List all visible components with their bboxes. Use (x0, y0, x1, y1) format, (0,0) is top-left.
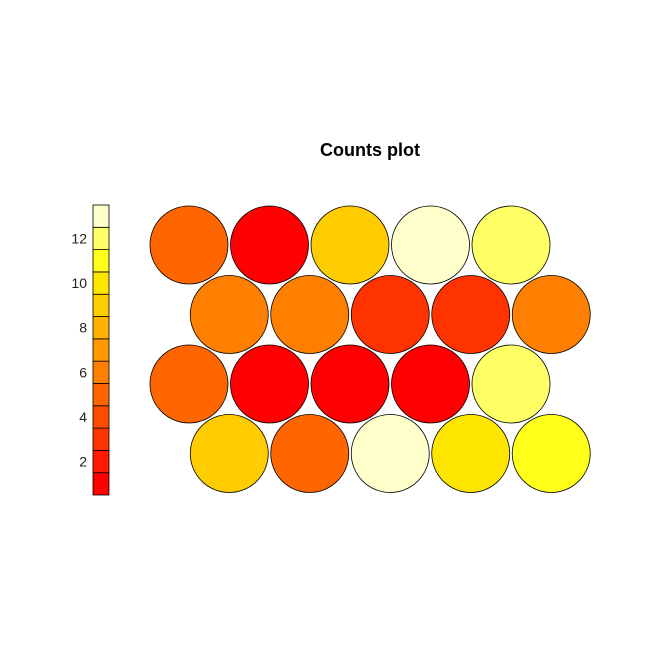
legend-swatch-5 (92, 383, 110, 407)
cell-r4-c3 (350, 414, 430, 493)
legend-swatch-13 (92, 204, 110, 228)
legend-swatch-1 (92, 472, 110, 496)
legend-tick-label: 6 (79, 364, 87, 380)
legend-tick-label: 8 (79, 320, 87, 336)
cell-r2-c1 (189, 275, 269, 354)
legend-swatch-11 (92, 249, 110, 273)
legend-swatch-12 (92, 226, 110, 251)
cell-r4-c4 (431, 414, 511, 493)
cell-r4-c2 (270, 414, 350, 493)
legend-swatch-6 (92, 360, 110, 384)
hexagon-cells (149, 205, 591, 493)
cell-r3-c4 (391, 344, 470, 424)
legend-swatch-7 (92, 338, 110, 362)
cell-r2-c5 (511, 275, 591, 354)
cell-r3-c1 (149, 344, 229, 424)
cell-r1-c5 (471, 205, 551, 285)
chart-title: Counts plot (320, 140, 420, 160)
cell-r2-c3 (350, 275, 430, 354)
legend-swatch-2 (92, 449, 110, 474)
legend-tick-label: 12 (71, 230, 87, 246)
cell-r2-c2 (270, 275, 350, 354)
legend-swatch-10 (92, 271, 110, 295)
legend-tick-label: 10 (71, 275, 87, 291)
cell-r2-c4 (431, 275, 511, 354)
legend-tick-label: 4 (79, 409, 87, 425)
legend-swatch-4 (92, 405, 110, 429)
cell-r3-c3 (310, 344, 390, 424)
cell-r1-c1 (149, 205, 229, 285)
cell-r1-c4 (391, 205, 470, 285)
color-scale-legend: 2 4 6 8 10 12 (71, 204, 110, 496)
cell-r3-c2 (230, 344, 309, 424)
legend-tick-label: 2 (79, 454, 87, 470)
cell-r4-c5 (511, 414, 591, 493)
legend-swatch-8 (92, 316, 110, 340)
cell-r1-c2 (230, 205, 309, 285)
cell-r1-c3 (310, 205, 390, 285)
legend-swatch-3 (92, 427, 110, 451)
cell-r3-c5 (471, 344, 551, 424)
legend-swatch-9 (92, 293, 110, 317)
cell-r4-c1 (189, 414, 269, 493)
